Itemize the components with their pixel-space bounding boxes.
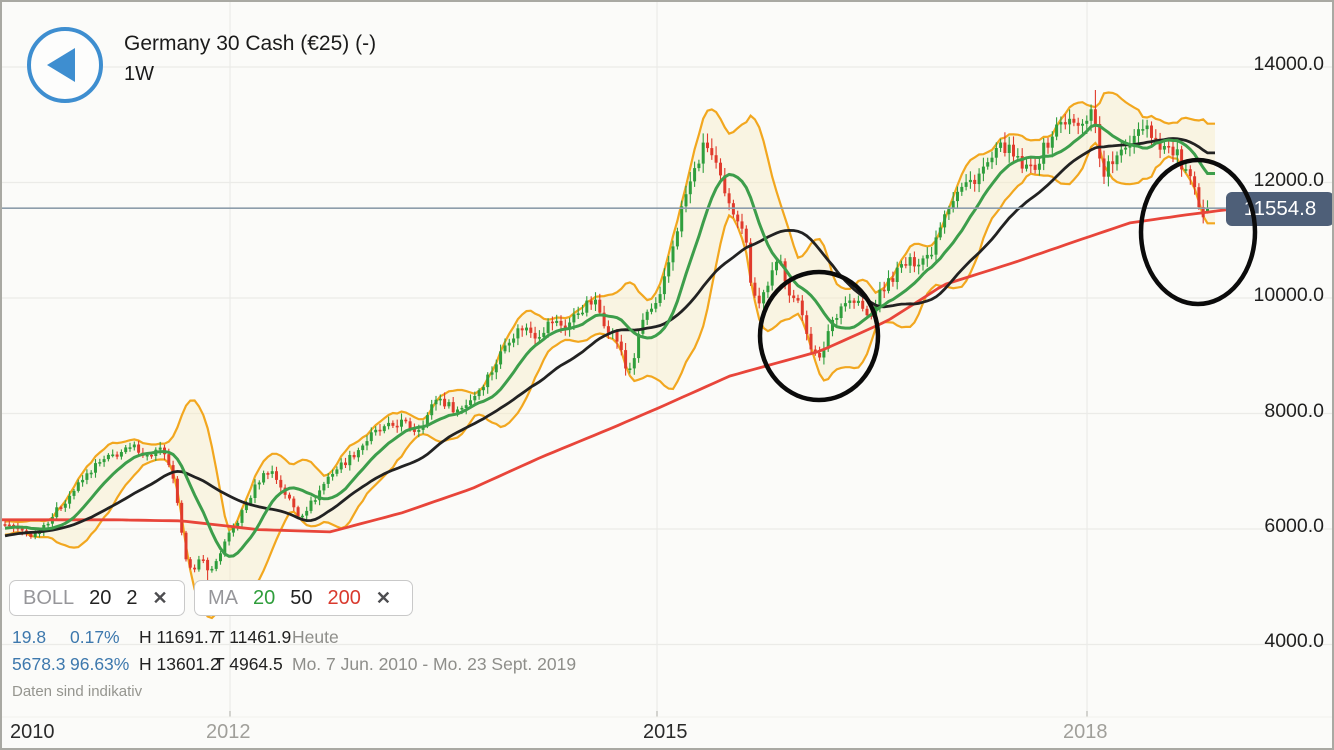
ma20-value: 20 [253, 586, 276, 609]
today-high: H 11691.7 [139, 627, 219, 647]
boll-mult-value: 2 [126, 586, 138, 609]
back-button[interactable] [27, 27, 103, 103]
today-low: T 11461.9 [214, 627, 292, 647]
date-range: Mo. 7 Jun. 2010 - Mo. 23 Sept. 2019 [292, 654, 577, 674]
current-price-tag: 11554.8 [1226, 192, 1332, 226]
x-axis-label-2010: 2010 [10, 721, 55, 743]
ma-label: MA [208, 586, 238, 609]
y-axis-label: 14000.0 [1253, 53, 1325, 75]
boll-stat-1: 19.8 [12, 627, 47, 647]
y-axis-label: 8000.0 [1264, 400, 1324, 422]
boll-stat-2: 0.17% [70, 627, 120, 647]
y-axis-label: 10000.0 [1253, 284, 1325, 306]
instrument-title: Germany 30 Cash (€25) (-) [124, 32, 377, 55]
period-high: H 13601.2 [139, 654, 220, 674]
y-axis-label: 6000.0 [1264, 515, 1324, 537]
y-axis-label: 4000.0 [1264, 630, 1324, 652]
period-stat-1: 5678.3 [12, 654, 66, 674]
ma-indicator-pill[interactable]: MA 20 50 200 ✕ [194, 580, 413, 616]
y-axis-label: 12000.0 [1253, 169, 1325, 191]
stats-row-today: 19.8 0.17% H 11691.7 T 11461.9 Heute [2, 627, 802, 649]
period-low: T 4964.5 [214, 654, 283, 674]
x-axis-label-2012: 2012 [206, 721, 251, 743]
remove-bollinger-icon[interactable]: ✕ [152, 587, 168, 608]
back-arrow-icon [47, 48, 75, 82]
timeframe-label[interactable]: 1W [124, 63, 154, 85]
bollinger-indicator-pill[interactable]: BOLL 20 2 ✕ [9, 580, 185, 616]
ma200-value: 200 [327, 586, 361, 609]
period-stat-2: 96.63% [70, 654, 130, 674]
x-axis-label-2015: 2015 [643, 721, 688, 743]
stats-row-period: 5678.3 96.63% H 13601.2 T 4964.5 Mo. 7 J… [2, 654, 802, 676]
boll-period-value: 20 [89, 586, 112, 609]
today-label: Heute [292, 627, 339, 647]
data-disclaimer: Daten sind indikativ [12, 683, 143, 700]
boll-label: BOLL [23, 586, 75, 609]
remove-ma-icon[interactable]: ✕ [375, 587, 391, 608]
x-axis-label-2018: 2018 [1063, 721, 1108, 743]
ma50-value: 50 [290, 586, 313, 609]
